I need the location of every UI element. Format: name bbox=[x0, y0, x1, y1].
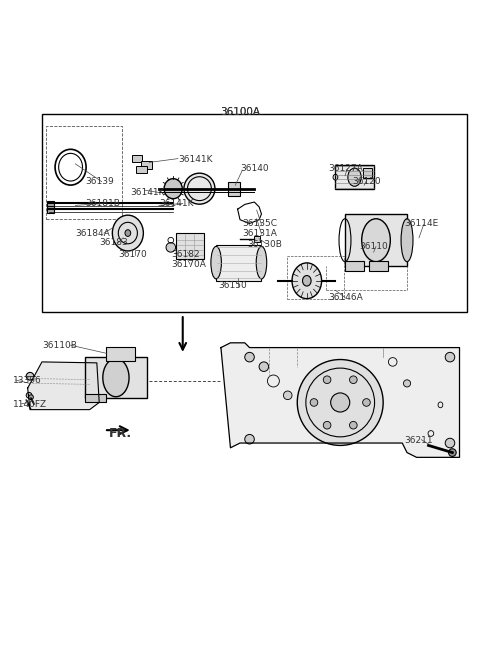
Bar bbox=[136, 166, 147, 173]
Bar bbox=[47, 206, 54, 213]
Text: 36150: 36150 bbox=[218, 281, 247, 290]
Text: 36181B: 36181B bbox=[85, 199, 120, 208]
Circle shape bbox=[29, 395, 34, 399]
Circle shape bbox=[445, 352, 455, 362]
Text: 36211: 36211 bbox=[405, 436, 433, 445]
Circle shape bbox=[331, 393, 350, 412]
Ellipse shape bbox=[401, 219, 413, 261]
Polygon shape bbox=[28, 362, 99, 409]
Ellipse shape bbox=[211, 246, 221, 279]
Text: 36120: 36120 bbox=[352, 177, 381, 186]
Circle shape bbox=[323, 376, 331, 384]
Bar bbox=[287, 256, 344, 299]
Text: 36141K: 36141K bbox=[130, 188, 165, 197]
Bar bbox=[85, 357, 147, 397]
Text: FR.: FR. bbox=[109, 427, 132, 440]
Text: 36139: 36139 bbox=[85, 177, 114, 186]
Ellipse shape bbox=[302, 275, 311, 286]
Bar bbox=[47, 200, 54, 208]
Bar bbox=[176, 233, 204, 260]
Text: 36170: 36170 bbox=[118, 250, 147, 259]
Circle shape bbox=[448, 449, 456, 457]
Bar bbox=[216, 245, 262, 281]
Bar bbox=[42, 114, 467, 312]
Circle shape bbox=[26, 373, 34, 380]
Bar bbox=[363, 168, 372, 178]
Bar bbox=[85, 394, 107, 403]
Circle shape bbox=[26, 392, 32, 398]
Ellipse shape bbox=[256, 246, 267, 279]
Bar bbox=[107, 347, 135, 361]
Bar bbox=[336, 166, 373, 189]
Ellipse shape bbox=[362, 219, 390, 261]
Text: 36110B: 36110B bbox=[42, 341, 77, 350]
Bar bbox=[132, 155, 142, 162]
Text: 36146A: 36146A bbox=[328, 293, 363, 302]
Ellipse shape bbox=[184, 173, 215, 204]
Text: 36130B: 36130B bbox=[247, 240, 282, 248]
Ellipse shape bbox=[112, 215, 144, 251]
Circle shape bbox=[445, 438, 455, 448]
Ellipse shape bbox=[348, 168, 361, 187]
Bar bbox=[369, 261, 388, 271]
Text: 36184A: 36184A bbox=[75, 229, 110, 238]
Ellipse shape bbox=[283, 391, 292, 399]
Ellipse shape bbox=[103, 359, 129, 397]
Text: 1140FZ: 1140FZ bbox=[13, 400, 48, 409]
Ellipse shape bbox=[292, 263, 322, 299]
Text: 36183: 36183 bbox=[99, 238, 128, 247]
Bar bbox=[141, 161, 152, 169]
Text: 36141K: 36141K bbox=[159, 199, 193, 208]
Text: 36140: 36140 bbox=[240, 164, 269, 173]
Text: 36114E: 36114E bbox=[405, 219, 439, 228]
Circle shape bbox=[363, 399, 370, 406]
Ellipse shape bbox=[164, 179, 182, 198]
Text: 36110: 36110 bbox=[360, 242, 388, 251]
Bar bbox=[228, 181, 240, 196]
Circle shape bbox=[310, 399, 318, 406]
Text: 36127A: 36127A bbox=[328, 164, 363, 173]
Text: 36100A: 36100A bbox=[220, 106, 260, 116]
Circle shape bbox=[259, 362, 269, 371]
Circle shape bbox=[166, 242, 176, 252]
Text: 13396: 13396 bbox=[13, 376, 42, 386]
Circle shape bbox=[349, 421, 357, 429]
Bar bbox=[46, 125, 122, 219]
Text: 36170A: 36170A bbox=[171, 260, 205, 269]
Bar bbox=[345, 261, 364, 271]
Bar bbox=[254, 236, 260, 242]
Circle shape bbox=[245, 434, 254, 444]
Bar bbox=[345, 214, 407, 267]
Ellipse shape bbox=[125, 230, 131, 237]
Circle shape bbox=[323, 421, 331, 429]
Text: 36100A: 36100A bbox=[220, 106, 260, 116]
Text: 36135C: 36135C bbox=[242, 219, 277, 228]
Text: 36182: 36182 bbox=[171, 250, 199, 259]
Polygon shape bbox=[221, 343, 459, 457]
Circle shape bbox=[297, 359, 383, 445]
Ellipse shape bbox=[404, 380, 410, 387]
Text: 36141K: 36141K bbox=[178, 154, 213, 164]
Text: 36131A: 36131A bbox=[242, 229, 277, 238]
Circle shape bbox=[349, 376, 357, 384]
Circle shape bbox=[245, 352, 254, 362]
